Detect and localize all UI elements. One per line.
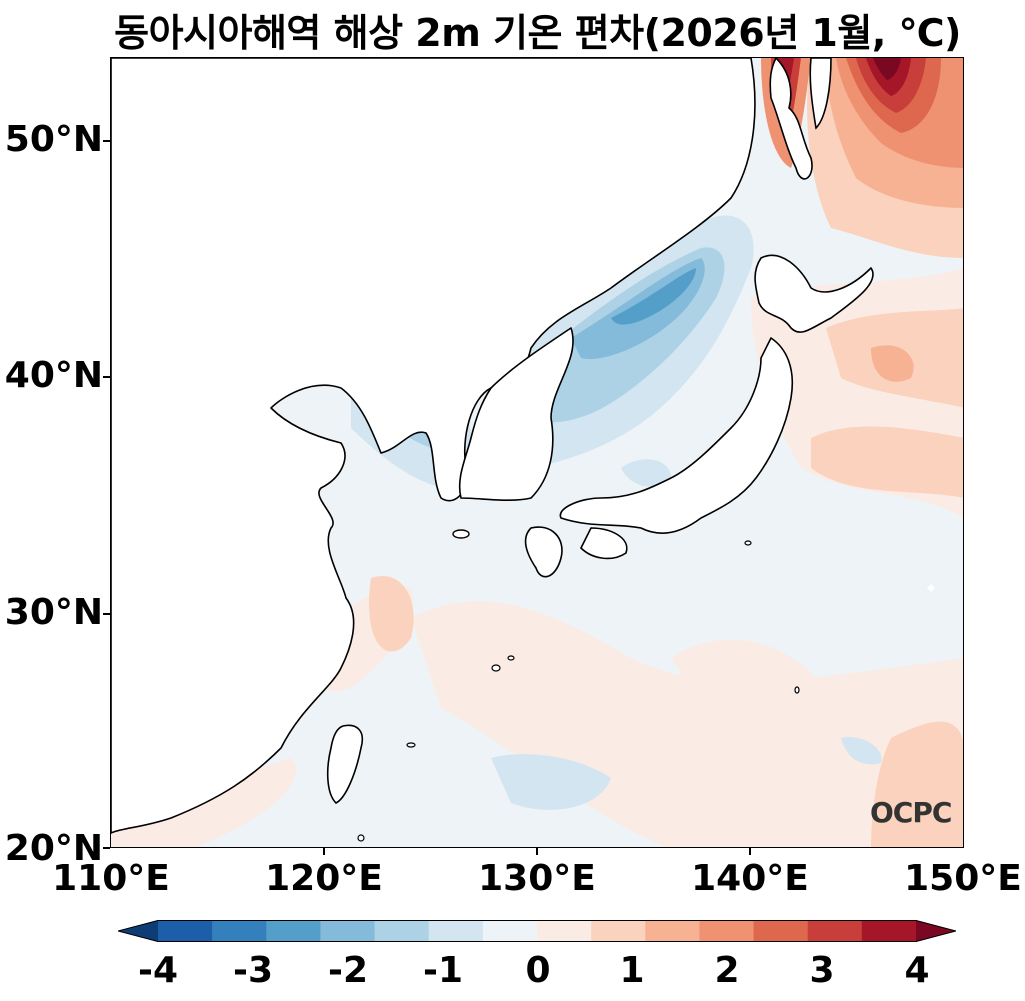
lon-label-150e: 150°E — [904, 858, 1022, 899]
colorbar-label: 2 — [714, 950, 740, 991]
lon-label-120e: 120°E — [265, 858, 383, 899]
colorbar-label: 4 — [904, 950, 930, 991]
lon-tick — [536, 848, 538, 855]
colorbar-extend-low — [118, 920, 158, 942]
colorbar-label: -2 — [328, 950, 368, 991]
colorbar-segment — [482, 920, 538, 942]
colorbar-segment — [753, 920, 809, 942]
colorbar-segment — [320, 920, 376, 942]
lon-label-110e: 110°E — [52, 858, 170, 899]
colorbar-segment — [266, 920, 321, 942]
colorbar-label: -1 — [423, 950, 463, 991]
colorbar-extend-high — [916, 920, 956, 942]
lat-label-50n: 50°N — [4, 119, 103, 160]
lat-tick — [103, 847, 110, 849]
colorbar-label: 0 — [525, 950, 551, 991]
lon-label-140e: 140°E — [691, 858, 809, 899]
map-canvas — [111, 58, 963, 847]
lat-label-30n: 30°N — [4, 592, 103, 633]
colorbar-segment — [537, 920, 592, 942]
colorbar-outline — [118, 920, 956, 942]
colorbar-segment — [212, 920, 267, 942]
colorbar-segment — [374, 920, 430, 942]
colorbar-segment — [428, 920, 484, 942]
colorbar-segment — [645, 920, 700, 942]
ocpc-watermark: OCPC — [870, 796, 952, 829]
colorbar-label: 3 — [809, 950, 835, 991]
lat-label-40n: 40°N — [4, 355, 103, 396]
colorbar-label: 1 — [619, 950, 645, 991]
map-title: 동아시아해역 해상 2m 기온 편차(2026년 1월, ℃) — [114, 11, 961, 55]
lat-label-20n: 20°N — [4, 828, 103, 869]
colorbar-label: -4 — [138, 950, 178, 991]
colorbar — [118, 920, 956, 942]
lon-label-130e: 130°E — [478, 858, 596, 899]
colorbar-segment — [591, 920, 646, 942]
colorbar-segment — [699, 920, 755, 942]
lon-tick — [323, 848, 325, 855]
colorbar-segment — [861, 920, 917, 942]
colorbar-segment — [158, 920, 213, 942]
lat-tick — [103, 140, 110, 142]
colorbar-label: -3 — [233, 950, 273, 991]
lat-tick — [103, 376, 110, 378]
lon-tick — [749, 848, 751, 855]
anomaly-map — [110, 57, 964, 848]
colorbar-segment — [807, 920, 863, 942]
lat-tick — [103, 613, 110, 615]
